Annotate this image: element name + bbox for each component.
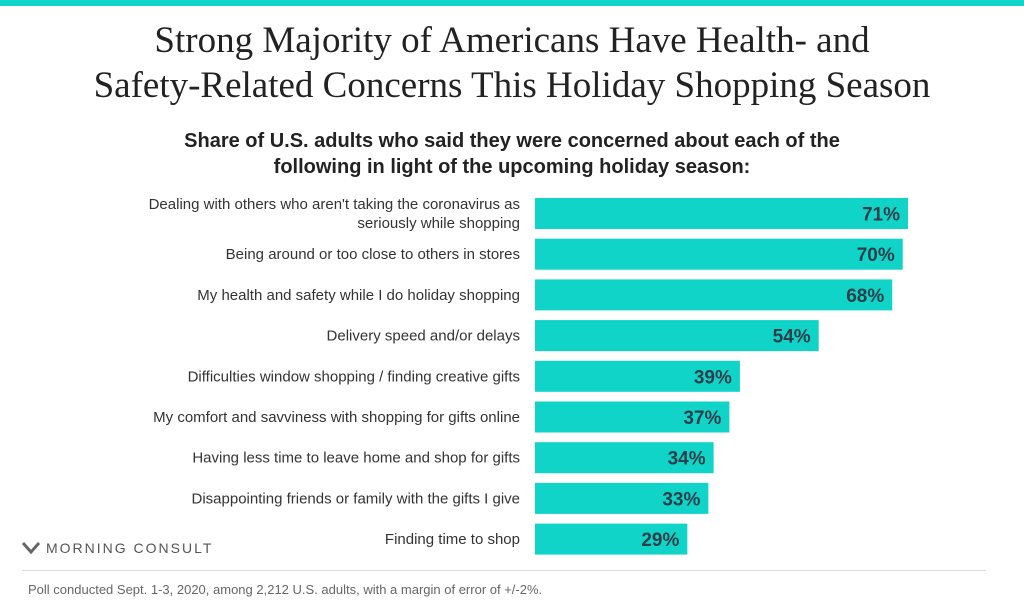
category-label-1: Dealing with others who aren't taking th… (149, 196, 520, 232)
category-label-line: My comfort and savviness with shopping f… (153, 409, 520, 426)
top-accent-bar (0, 0, 1024, 6)
bar-value-label-9: 29% (641, 530, 679, 551)
chart-title-line-2: Safety-Related Concerns This Holiday Sho… (93, 65, 931, 106)
bar-6 (535, 401, 730, 433)
footnote: Poll conducted Sept. 1-3, 2020, among 2,… (28, 582, 543, 597)
chart-title-line-1: Strong Majority of Americans Have Health… (154, 20, 870, 61)
chart-subtitle-line-1: Share of U.S. adults who said they were … (184, 130, 840, 152)
bar-4 (535, 320, 819, 352)
category-label-4: Delivery speed and/or delays (327, 328, 520, 345)
chart-subtitle-line-2: following in light of the upcoming holid… (273, 156, 751, 178)
bar-value-label-3: 68% (846, 286, 884, 307)
category-label-line: seriously while shopping (357, 215, 520, 232)
bar-value-label-2: 70% (857, 245, 895, 266)
chart-subtitle: Share of U.S. adults who said they were … (0, 128, 1024, 180)
category-label-8: Disappointing friends or family with the… (192, 490, 520, 507)
bar-value-label-6: 37% (683, 408, 721, 429)
bar-2 (535, 238, 903, 270)
bar-8 (535, 482, 709, 514)
category-label-line: My health and safety while I do holiday … (197, 287, 520, 304)
footer-divider (22, 570, 986, 571)
bar-7 (535, 442, 714, 474)
brand-name: MORNING CONSULT (46, 540, 214, 556)
bar-1 (535, 198, 908, 229)
category-label-line: Difficulties window shopping / finding c… (188, 368, 520, 385)
bar-9 (535, 523, 688, 555)
category-label-9: Finding time to shop (385, 531, 520, 548)
bar-value-label-8: 33% (662, 489, 700, 510)
category-label-6: My comfort and savviness with shopping f… (153, 409, 520, 426)
bar-5 (535, 360, 740, 392)
category-label-5: Difficulties window shopping / finding c… (188, 368, 520, 385)
bar-value-label-4: 54% (773, 327, 811, 348)
category-label-3: My health and safety while I do holiday … (197, 287, 520, 304)
category-label-line: Delivery speed and/or delays (327, 328, 520, 345)
bar-value-label-7: 34% (668, 449, 706, 470)
category-label-line: Being around or too close to others in s… (226, 246, 520, 263)
category-label-line: Finding time to shop (385, 531, 520, 548)
category-label-line: Disappointing friends or family with the… (192, 490, 520, 507)
bar-value-label-1: 71% (862, 205, 900, 226)
brand-logo: MORNING CONSULT (22, 540, 213, 556)
morning-consult-chevron-icon (22, 542, 40, 555)
category-label-2: Being around or too close to others in s… (226, 246, 520, 263)
category-label-line: Dealing with others who aren't taking th… (149, 196, 520, 213)
bar-value-label-5: 39% (694, 367, 732, 388)
category-label-line: Having less time to leave home and shop … (192, 450, 520, 467)
chart-title: Strong Majority of Americans Have Health… (0, 18, 1024, 108)
category-label-7: Having less time to leave home and shop … (192, 450, 520, 467)
bar-3 (535, 279, 893, 311)
